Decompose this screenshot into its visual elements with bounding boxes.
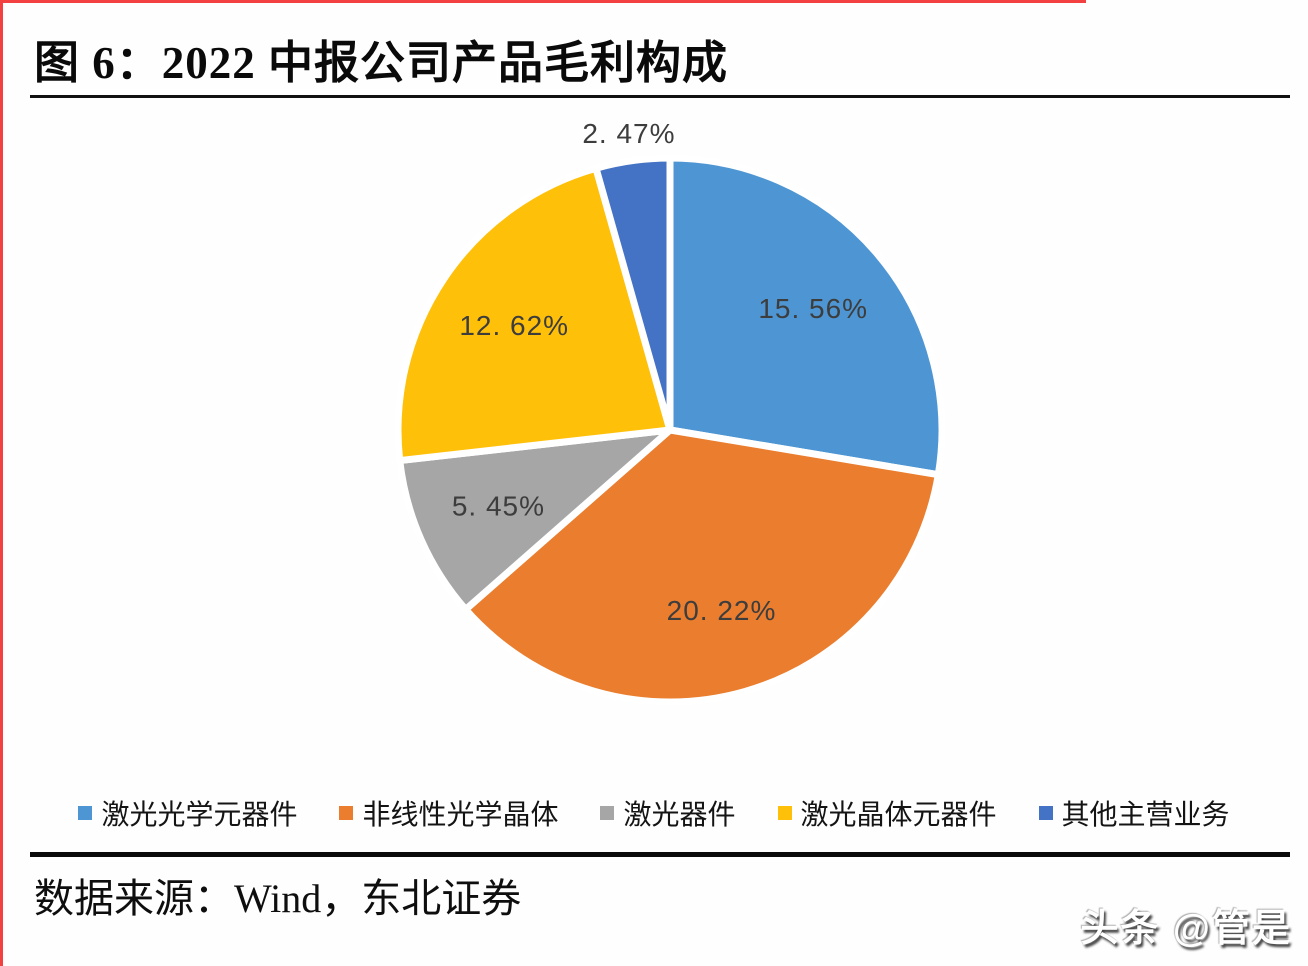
- pie-slice-label-4: 12. 62%: [459, 310, 569, 341]
- pie-slice-label-2: 20. 22%: [667, 595, 777, 626]
- pie-chart: 15. 56% 20. 22% 5. 45% 12. 62% 2. 47%: [394, 118, 946, 706]
- legend-item-label: 非线性光学晶体: [362, 800, 559, 831]
- legend-item-4: 激光晶体元器件: [777, 793, 997, 833]
- legend-item-label: 激光器件: [623, 800, 736, 831]
- data-source-text: 数据来源：Wind，东北证券: [34, 876, 522, 921]
- red-border-top-line: [0, 0, 1086, 3]
- legend-item-3: 激光器件: [600, 793, 736, 833]
- legend-item-2: 非线性光学晶体: [339, 793, 558, 833]
- figure-title: 图 6：2022 中报公司产品毛利构成: [34, 38, 729, 88]
- title-underline: [30, 95, 1290, 98]
- pie-slice-2: [462, 426, 942, 706]
- legend-swatch-icon: [777, 806, 792, 820]
- pie-slice-label-1: 15. 56%: [758, 293, 868, 324]
- legend-item-label: 其他主营业务: [1061, 800, 1230, 831]
- legend-item-label: 激光晶体元器件: [800, 800, 997, 831]
- legend-item-label: 激光光学元器件: [101, 800, 298, 831]
- red-border-left-line: [0, 0, 3, 966]
- chart-legend: 激光光学元器件 非线性光学晶体 激光器件 激光晶体元器件 其他主营业务: [30, 793, 1278, 833]
- pie-slice-4: [394, 164, 674, 465]
- legend-swatch-icon: [339, 806, 354, 820]
- legend-item-5: 其他主营业务: [1038, 793, 1230, 833]
- bottom-divider: [30, 852, 1290, 857]
- pie-slice-5: [592, 154, 674, 434]
- legend-swatch-icon: [1038, 806, 1053, 820]
- pie-slice-1: [666, 154, 946, 479]
- legend-swatch-icon: [78, 806, 93, 820]
- legend-swatch-icon: [600, 806, 615, 820]
- pie-slice-label-5: 2. 47%: [582, 118, 675, 149]
- watermark-text: 头条 @管是: [1080, 908, 1292, 950]
- pie-slice-label-3: 5. 45%: [452, 491, 545, 522]
- legend-item-1: 激光光学元器件: [78, 793, 297, 833]
- pie-slice-3: [396, 426, 674, 613]
